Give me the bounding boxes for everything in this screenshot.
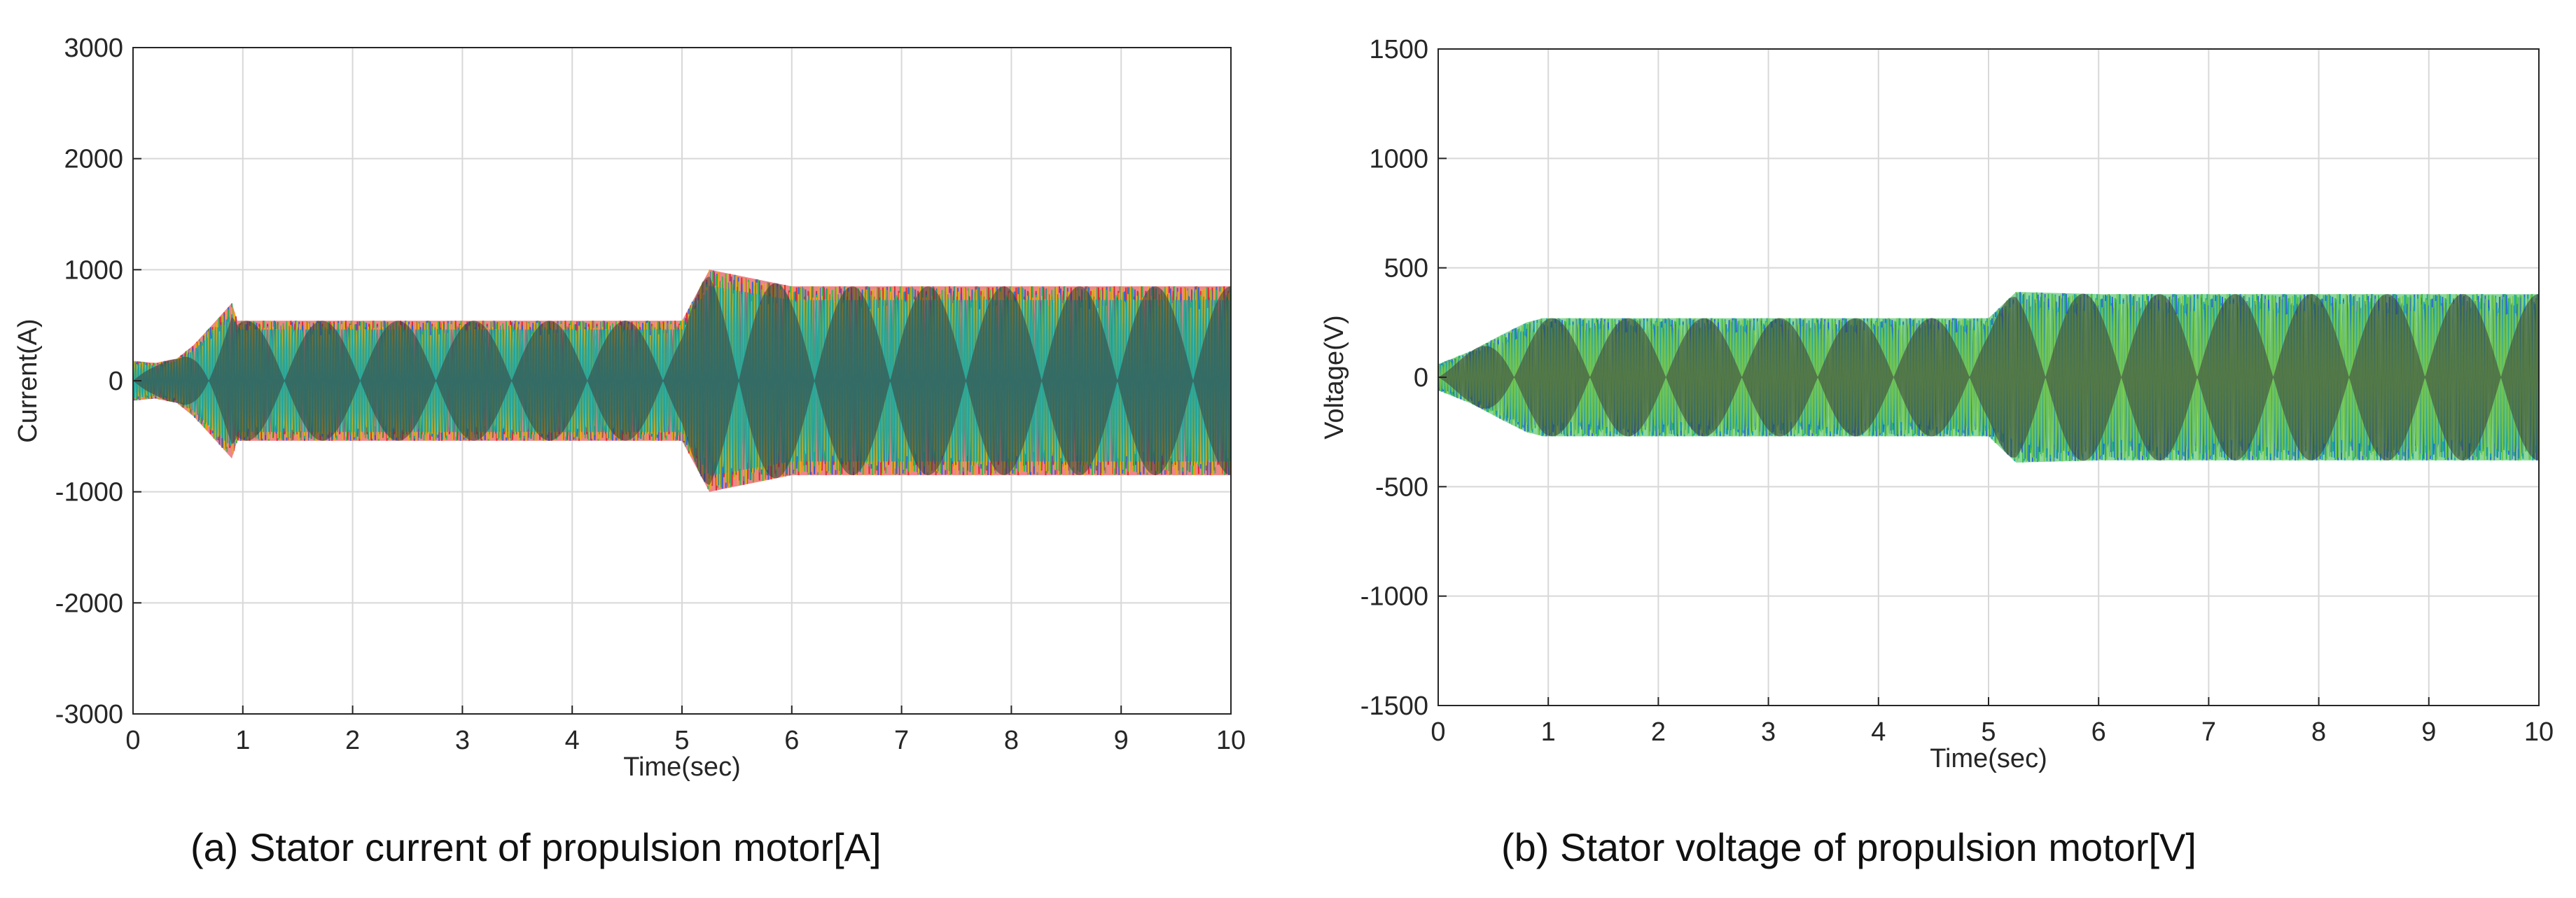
- y-axis-label: Voltage(V): [1320, 315, 1349, 439]
- x-tick-label: 3: [1761, 717, 1776, 747]
- beat-pattern: [133, 276, 1231, 485]
- current-chart: 0 1 2 3 4 5 6 7 8 9 10 -3000 -2000 -1000 0 1000 2000 3000…: [13, 34, 1246, 782]
- y-tick-label: 1500: [1369, 35, 1428, 64]
- x-tick-label: 6: [2091, 717, 2106, 747]
- x-tick-label: 8: [2311, 717, 2326, 747]
- y-tick-label: 3000: [64, 34, 123, 63]
- x-tick-label: 4: [565, 726, 580, 755]
- signal-traces: [133, 269, 1231, 492]
- x-tick-label: 9: [1114, 726, 1129, 755]
- y-tick-label: -3000: [55, 700, 123, 729]
- x-tick-label: 1: [235, 726, 250, 755]
- y-tick-label: 0: [1414, 363, 1428, 393]
- y-tick-label: -2000: [55, 589, 123, 618]
- beat-pattern: [1438, 293, 2539, 461]
- x-axis-label: Time(sec): [1930, 744, 2047, 773]
- x-tick-label: 1: [1541, 717, 1556, 747]
- x-tick-label: 0: [125, 726, 140, 755]
- x-tick-label: 9: [2421, 717, 2436, 747]
- y-tick-label: 500: [1384, 254, 1428, 283]
- y-tick-label: 0: [109, 367, 123, 396]
- x-tick-label: 2: [1651, 717, 1666, 747]
- x-axis-label: Time(sec): [623, 752, 740, 782]
- x-tick-label: 3: [455, 726, 470, 755]
- caption-current: (a) Stator current of propulsion motor[A…: [190, 825, 882, 869]
- x-tick-label: 2: [345, 726, 360, 755]
- y-tick-label: -500: [1375, 472, 1428, 502]
- chart-panel-current: 0 1 2 3 4 5 6 7 8 9 10 -3000 -2000 -1000 0 1000 2000 3000…: [13, 34, 1246, 869]
- y-tick-label: -1000: [1360, 582, 1428, 612]
- caption-voltage: (b) Stator voltage of propulsion motor[V…: [1501, 825, 2196, 869]
- x-tick-label: 7: [894, 726, 909, 755]
- y-axis-label: Current(A): [13, 318, 43, 442]
- x-tick-label: 5: [674, 726, 689, 755]
- x-tick-label: 5: [1981, 717, 1996, 747]
- x-tick-label: 4: [1871, 717, 1886, 747]
- signal-traces: [1438, 292, 2539, 463]
- x-tick-label: 8: [1004, 726, 1019, 755]
- x-tick-label: 10: [1216, 726, 1246, 755]
- x-tick-label: 0: [1430, 717, 1445, 747]
- x-tick-label: 7: [2201, 717, 2216, 747]
- y-tick-label: 2000: [64, 145, 123, 174]
- x-tick-label: 6: [784, 726, 799, 755]
- y-tick-label: 1000: [1369, 144, 1428, 174]
- y-tick-label: 1000: [64, 255, 123, 285]
- voltage-chart: 0 1 2 3 4 5 6 7 8 9 10 -1500 -1000 -500 0 500 1000 1500 Ti…: [1320, 35, 2554, 773]
- x-tick-label: 10: [2524, 717, 2554, 747]
- y-tick-label: -1500: [1360, 692, 1428, 721]
- y-tick-label: -1000: [55, 478, 123, 507]
- chart-panel-voltage: 0 1 2 3 4 5 6 7 8 9 10 -1500 -1000 -500 0 500 1000 1500 Ti…: [1288, 0, 2576, 898]
